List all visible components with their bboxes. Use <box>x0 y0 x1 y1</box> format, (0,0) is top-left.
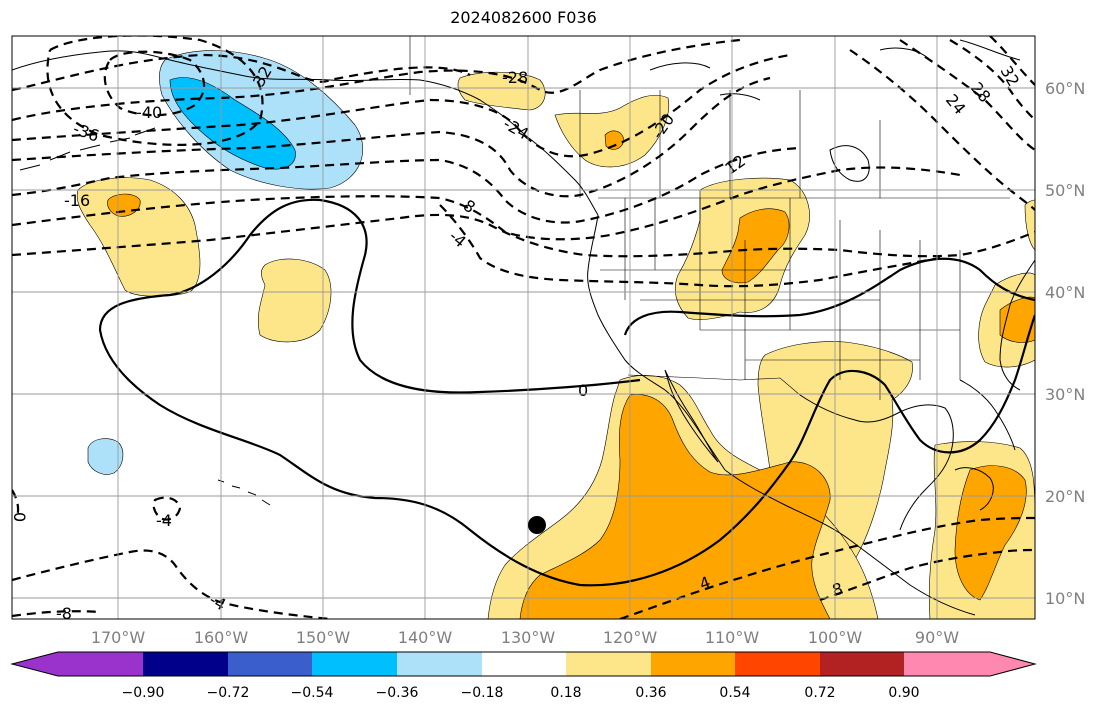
colorbar-extend-low <box>12 652 58 676</box>
contour-neg-8 <box>12 213 1035 258</box>
contour-neg-36 <box>46 36 264 146</box>
negative-contours <box>12 36 1035 619</box>
colorbar-tick-label: −0.90 <box>122 685 165 701</box>
colorbar-segment <box>228 652 312 676</box>
colorbar-tick-label: 0.36 <box>635 685 666 701</box>
lon-label: 160°W <box>194 628 249 647</box>
contour-ne-24 <box>899 39 1035 151</box>
colorbar-tick-label: 0.90 <box>888 685 919 701</box>
contour-label: -8 <box>56 604 72 623</box>
contour-neg-20 <box>12 76 771 198</box>
lon-label: 120°W <box>603 628 658 647</box>
contour-label: 8 <box>830 579 845 600</box>
contour-label: -28 <box>502 68 528 87</box>
east-coast <box>999 259 1035 391</box>
contour-neg-8-south <box>12 610 101 618</box>
colorbar-tick-label: −0.36 <box>376 685 419 701</box>
colorbar-segment <box>904 652 990 676</box>
baja <box>664 369 719 463</box>
neg-anomaly-alaska-core <box>169 77 296 170</box>
contour-label: -16 <box>64 191 90 210</box>
pos-anomaly-ne-edge <box>1024 199 1035 251</box>
zero-contours <box>98 198 1035 587</box>
pos-anomaly-gulf-core <box>954 465 1027 601</box>
state-borders <box>600 198 961 400</box>
lon-label: 90°W <box>915 628 959 647</box>
contour-ne-28 <box>949 39 1035 121</box>
canada-provinces <box>579 90 881 198</box>
us-mexico-border <box>627 374 801 396</box>
lat-label: 60°N <box>1045 79 1085 98</box>
hudson-bay-edge <box>829 145 870 182</box>
lat-label: 50°N <box>1045 181 1085 200</box>
colorbar-segment <box>58 652 143 676</box>
lat-label: 30°N <box>1045 385 1085 404</box>
map-frame <box>11 35 1036 620</box>
colorbar-ticks: −0.90 −0.72 −0.54 −0.36 −0.18 0.18 0.36 … <box>122 685 920 701</box>
lon-label: 150°W <box>296 628 351 647</box>
colorbar-segment <box>651 652 735 676</box>
arctic-islands <box>649 39 1021 101</box>
yucatan <box>954 467 994 511</box>
colorbar-tick-label: 0.18 <box>550 685 581 701</box>
colorbar-segment <box>143 652 228 676</box>
contour-neg-4 <box>439 204 941 288</box>
storm-center-dot <box>528 516 546 534</box>
colorbar-segment <box>312 652 397 676</box>
contour-ne-32 <box>989 36 1035 86</box>
colorbar-segment <box>566 652 651 676</box>
pos-anomaly-east-pacific-core <box>519 394 831 619</box>
contour-label: 0 <box>10 512 29 522</box>
political-borders <box>409 36 1010 400</box>
colorbar-segment <box>735 652 820 676</box>
lon-label: 110°W <box>705 628 760 647</box>
latitude-labels: 60°N 50°N 40°N 30°N 20°N 10°N <box>1045 79 1085 608</box>
gridlines <box>12 36 1035 619</box>
colorbar-tick-label: 0.54 <box>719 685 750 701</box>
contour-neg-4-small <box>152 496 182 521</box>
map-content: -28 -40 -36 32 -24 -20 12 -16 8 -4 0 4 8… <box>10 36 1035 623</box>
lat-label: 40°N <box>1045 283 1085 302</box>
colorbar-segment <box>397 652 482 676</box>
contour-ne-20 <box>849 49 1035 211</box>
map-title: 2024082600 F036 <box>450 8 597 27</box>
lon-label: 130°W <box>501 628 556 647</box>
colorbar-tick-label: 0.72 <box>804 685 835 701</box>
us-west-coast <box>587 214 726 471</box>
contour-neg-24 <box>12 53 791 158</box>
lat-label: 20°N <box>1045 487 1085 506</box>
contour-neg-4-south <box>12 549 331 619</box>
contour-zero-main <box>98 198 1035 587</box>
contour-west-edge <box>12 489 20 521</box>
lat-label: 10°N <box>1045 589 1085 608</box>
contour-zero-loop-east <box>623 257 1035 336</box>
contour-label: -40 <box>136 103 162 122</box>
lon-label: 170°W <box>91 628 146 647</box>
colorbar-segment <box>482 652 566 676</box>
florida <box>959 379 1016 451</box>
colorbar-segment <box>820 652 904 676</box>
colorbar-outline <box>10 651 1037 677</box>
contour-lines <box>12 36 1035 619</box>
contour-4-south <box>619 516 1035 619</box>
contour-neg-16 <box>12 146 801 224</box>
colorbar-tick-label: −0.18 <box>461 685 504 701</box>
lon-label: 140°W <box>398 628 453 647</box>
colorbar-tick-label: −0.72 <box>207 685 250 701</box>
contour-label: 0 <box>578 381 588 400</box>
contour-neg-40 <box>103 50 206 117</box>
contour-neg-32 <box>12 53 471 92</box>
colorbar <box>10 651 1037 677</box>
contour-label: -4 <box>156 511 172 530</box>
gulf-coast <box>799 394 954 531</box>
colorbar-tick-label: −0.54 <box>291 685 334 701</box>
longitude-labels: 170°W 160°W 150°W 140°W 130°W 120°W 110°… <box>91 628 959 647</box>
pos-anomaly-mid-pacific <box>257 258 332 343</box>
colorbar-extend-high <box>990 652 1035 676</box>
contour-neg-12 <box>12 166 961 241</box>
lon-label: 100°W <box>808 628 863 647</box>
neg-anomaly-small <box>87 438 124 475</box>
